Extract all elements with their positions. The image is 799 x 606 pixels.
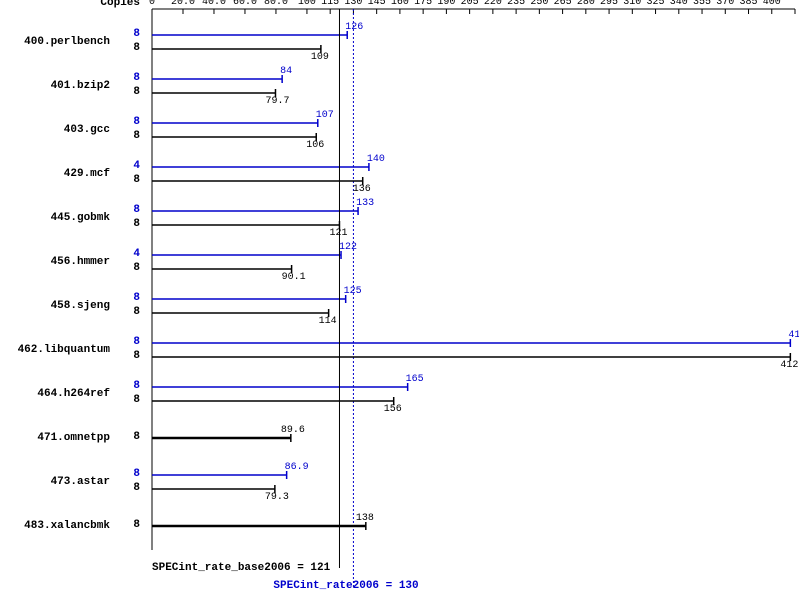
value-peak: 412 xyxy=(788,330,799,341)
axis-tick-label: 40.0 xyxy=(202,0,226,8)
value-base: 89.6 xyxy=(281,425,305,436)
axis-tick-label: 400 xyxy=(760,0,784,8)
summary-peak: SPECint_rate2006 = 130 xyxy=(273,580,418,592)
value-peak: 122 xyxy=(339,242,357,253)
value-base: 109 xyxy=(311,52,329,63)
axis-tick-label: 175 xyxy=(411,0,435,8)
spec-rate-chart: 0 20.0 40.0 60.0 80.0 10011513014516017519020… xyxy=(0,0,799,606)
copies-base: 8 xyxy=(120,130,140,142)
benchmark-label: 483.xalancbmk xyxy=(0,520,110,532)
value-base: 412 xyxy=(780,360,798,371)
benchmark-label: 473.astar xyxy=(0,476,110,488)
copies-base: 8 xyxy=(120,218,140,230)
benchmark-label: 464.h264ref xyxy=(0,388,110,400)
value-peak: 84 xyxy=(280,66,292,77)
copies-base: 8 xyxy=(120,350,140,362)
copies-peak: 8 xyxy=(120,468,140,480)
copies-base: 8 xyxy=(120,262,140,274)
copies-base: 8 xyxy=(120,519,140,531)
axis-tick-label: 250 xyxy=(527,0,551,8)
value-base: 106 xyxy=(306,140,324,151)
axis-tick-label: 340 xyxy=(667,0,691,8)
copies-peak: 4 xyxy=(120,160,140,172)
copies-peak: 8 xyxy=(120,336,140,348)
copies-base: 8 xyxy=(120,431,140,443)
value-peak: 140 xyxy=(367,154,385,165)
benchmark-label: 458.sjeng xyxy=(0,300,110,312)
axis-tick-label: 80.0 xyxy=(264,0,288,8)
copies-header: Copies xyxy=(90,0,140,9)
value-base: 90.1 xyxy=(282,272,306,283)
benchmark-label: 400.perlbench xyxy=(0,36,110,48)
copies-peak: 8 xyxy=(120,116,140,128)
benchmark-label: 471.omnetpp xyxy=(0,432,110,444)
axis-tick-label: 130 xyxy=(341,0,365,8)
axis-tick-label: 60.0 xyxy=(233,0,257,8)
copies-peak: 8 xyxy=(120,204,140,216)
value-peak: 125 xyxy=(344,286,362,297)
value-base: 121 xyxy=(329,228,347,239)
axis-tick-label: 160 xyxy=(388,0,412,8)
copies-peak: 8 xyxy=(120,292,140,304)
axis-tick-label: 100 xyxy=(295,0,319,8)
axis-tick-label: 265 xyxy=(551,0,575,8)
axis-tick-label: 310 xyxy=(620,0,644,8)
copies-base: 8 xyxy=(120,482,140,494)
copies-peak: 8 xyxy=(120,380,140,392)
axis-tick-label: 235 xyxy=(504,0,528,8)
benchmark-label: 456.hmmer xyxy=(0,256,110,268)
value-peak: 126 xyxy=(345,22,363,33)
axis-tick-label: 370 xyxy=(713,0,737,8)
value-peak: 165 xyxy=(406,374,424,385)
axis-tick-label: 145 xyxy=(365,0,389,8)
value-peak: 133 xyxy=(356,198,374,209)
axis-tick-label: 280 xyxy=(574,0,598,8)
value-base: 79.3 xyxy=(265,492,289,503)
copies-base: 8 xyxy=(120,174,140,186)
benchmark-label: 401.bzip2 xyxy=(0,80,110,92)
axis-tick-label: 295 xyxy=(597,0,621,8)
benchmark-label: 429.mcf xyxy=(0,168,110,180)
value-base: 114 xyxy=(319,316,337,327)
copies-base: 8 xyxy=(120,42,140,54)
axis-tick-label: 385 xyxy=(737,0,761,8)
value-base: 156 xyxy=(384,404,402,415)
axis-tick-label: 20.0 xyxy=(171,0,195,8)
axis-tick-label: 355 xyxy=(690,0,714,8)
value-base: 136 xyxy=(353,184,371,195)
axis-tick-label: 0 xyxy=(140,0,164,8)
copies-peak: 4 xyxy=(120,248,140,260)
value-base: 79.7 xyxy=(265,96,289,107)
axis-tick-label: 220 xyxy=(481,0,505,8)
copies-base: 8 xyxy=(120,394,140,406)
value-base: 138 xyxy=(356,513,374,524)
copies-peak: 8 xyxy=(120,72,140,84)
benchmark-label: 445.gobmk xyxy=(0,212,110,224)
axis-tick-label: 190 xyxy=(434,0,458,8)
copies-base: 8 xyxy=(120,86,140,98)
value-peak: 86.9 xyxy=(285,462,309,473)
axis-tick-label: 115 xyxy=(318,0,342,8)
benchmark-label: 462.libquantum xyxy=(0,344,110,356)
summary-base: SPECint_rate_base2006 = 121 xyxy=(152,562,330,574)
axis-tick-label: 325 xyxy=(644,0,668,8)
copies-peak: 8 xyxy=(120,28,140,40)
copies-base: 8 xyxy=(120,306,140,318)
value-peak: 107 xyxy=(316,110,334,121)
axis-tick-label: 205 xyxy=(458,0,482,8)
benchmark-label: 403.gcc xyxy=(0,124,110,136)
